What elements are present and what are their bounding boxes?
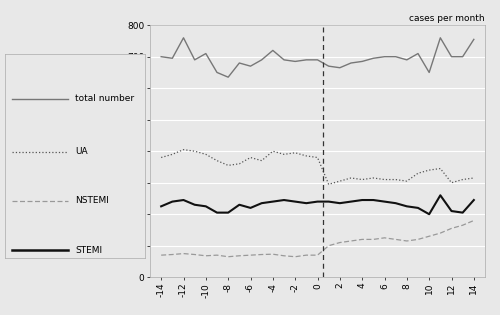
Text: NSTEMI: NSTEMI bbox=[75, 197, 109, 205]
Text: total number: total number bbox=[75, 94, 134, 103]
Text: cases per month: cases per month bbox=[410, 14, 485, 23]
Text: STEMI: STEMI bbox=[75, 246, 102, 255]
Text: UA: UA bbox=[75, 147, 88, 156]
